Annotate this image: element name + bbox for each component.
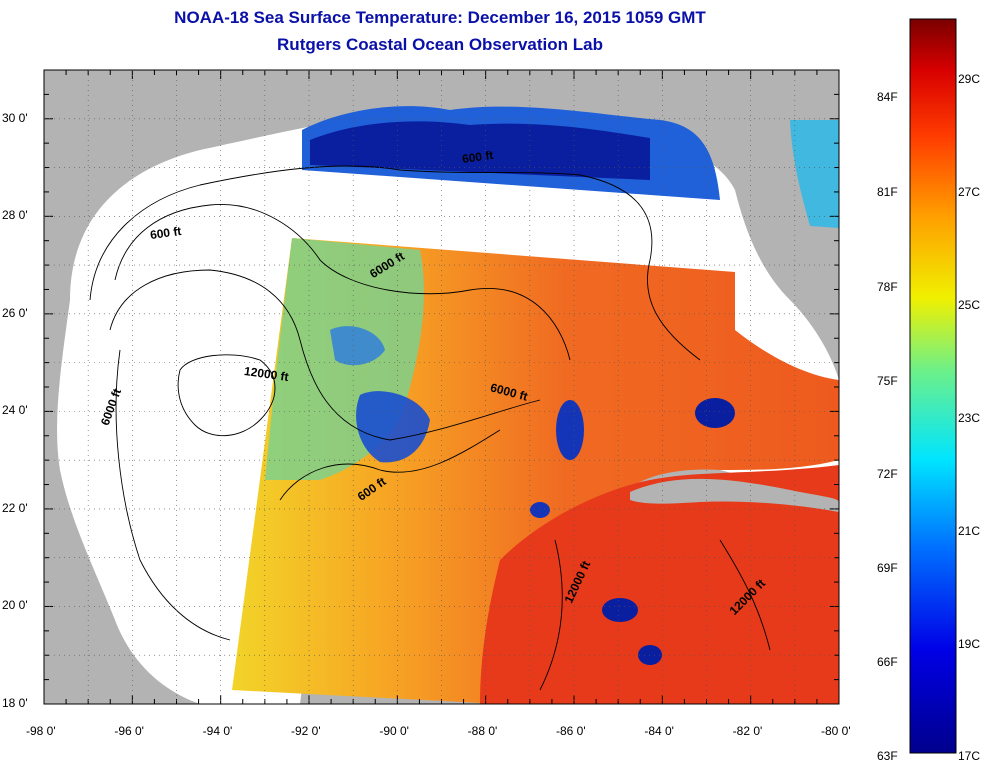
- cuba-land: [630, 478, 839, 512]
- lat-label: 20 0': [2, 598, 28, 613]
- lat-label: 24 0': [2, 403, 28, 418]
- lat-label: 18 0': [2, 696, 28, 710]
- colorbar-label-c: 17C: [958, 749, 981, 763]
- lat-label: 22 0': [2, 500, 28, 515]
- colorbar-label-c: 23C: [958, 411, 981, 425]
- lat-label: 28 0': [2, 208, 28, 223]
- cold-blob-b: [602, 598, 638, 622]
- colorbar-label-f: 69F: [877, 561, 898, 575]
- colorbar-label-f: 78F: [877, 280, 898, 294]
- lon-label: -84 0': [644, 724, 674, 738]
- colorbar: [909, 18, 957, 754]
- lon-label: -82 0': [732, 724, 763, 738]
- sst-cold-patch-2: [330, 326, 385, 366]
- sst-cold-patch-1: [356, 391, 430, 463]
- colorbar-label-f: 75F: [877, 374, 898, 388]
- sst-south-warm: [480, 465, 839, 704]
- colorbar-label-c: 29C: [958, 72, 981, 86]
- lon-label: -96 0': [114, 724, 144, 738]
- colorbar-label-c: 21C: [958, 524, 981, 538]
- sst-north-cold: [310, 121, 650, 180]
- colorbar-label-f: 81F: [877, 185, 898, 199]
- lon-label: -88 0': [467, 724, 498, 738]
- cold-blob-a: [556, 400, 584, 460]
- colorbar-label-c: 25C: [958, 298, 981, 312]
- graticule: [44, 70, 839, 704]
- colorbar-label-f: 84F: [877, 90, 898, 104]
- map-subtitle: Rutgers Coastal Ocean Observation Lab: [277, 35, 603, 54]
- colorbar-label-f: 66F: [877, 655, 898, 669]
- colorbar-label-c: 27C: [958, 185, 981, 199]
- lat-label: 30 0': [2, 110, 28, 125]
- colorbar-label-f: 72F: [877, 467, 898, 481]
- lat-label: 26 0': [2, 305, 28, 320]
- sst-florida-strip: [790, 120, 839, 228]
- cold-eddy-florida: [695, 398, 735, 428]
- colorbar-label-c: 19C: [958, 637, 981, 651]
- cold-blob-d: [530, 502, 550, 518]
- colorbar-label-f: 63F: [877, 749, 898, 763]
- lon-label: -94 0': [202, 724, 233, 738]
- lon-label: -98 0': [26, 724, 56, 738]
- axis-ticks: [43, 69, 840, 705]
- lon-label: -90 0': [379, 724, 409, 738]
- map-title: NOAA-18 Sea Surface Temperature: Decembe…: [174, 8, 706, 27]
- lon-label: -80 0': [821, 724, 851, 738]
- lon-label: -86 0': [556, 724, 586, 738]
- lon-label: -92 0': [291, 724, 321, 738]
